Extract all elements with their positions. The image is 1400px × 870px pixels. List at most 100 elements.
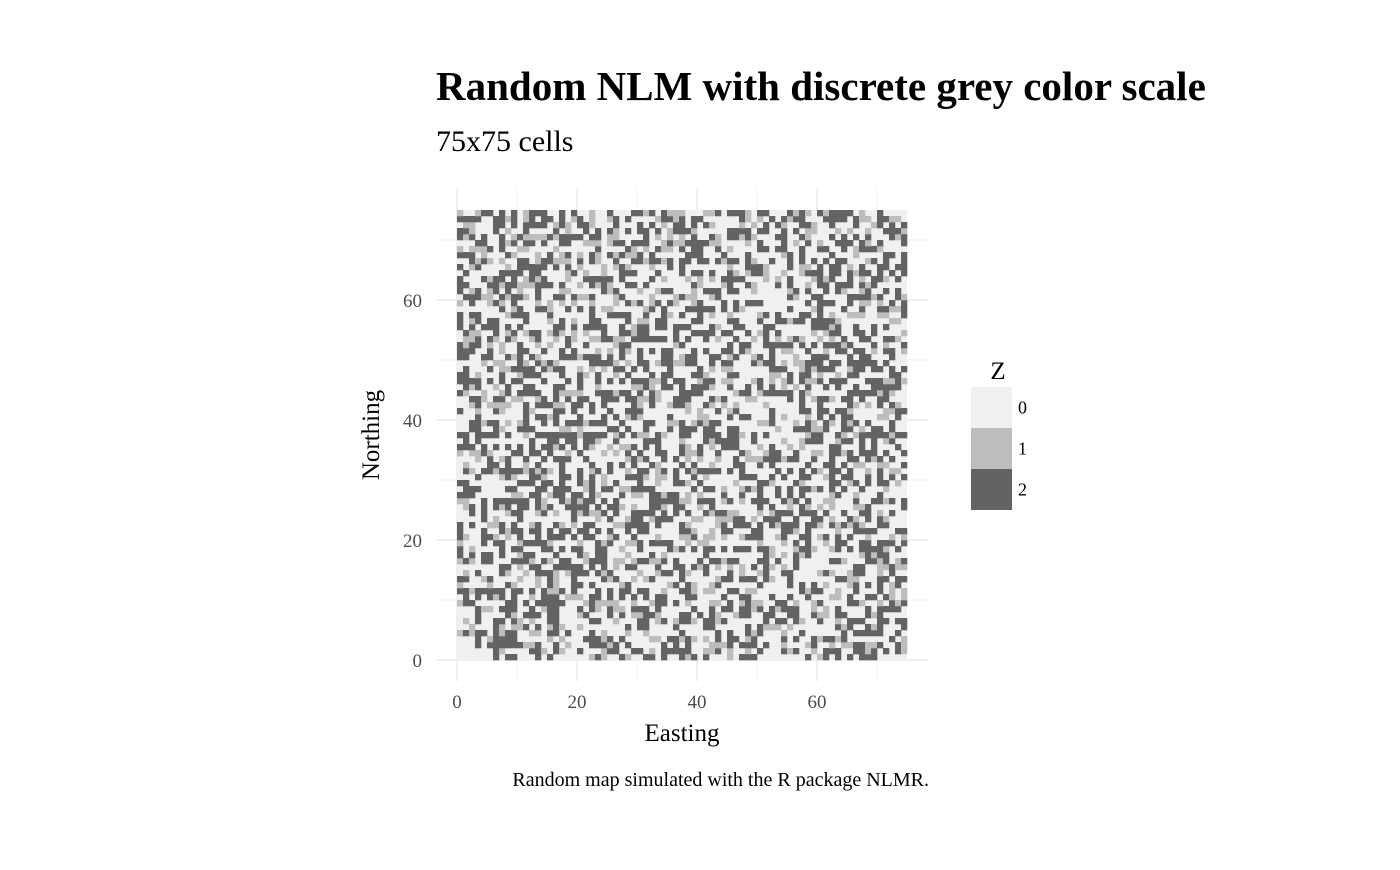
raster-cell xyxy=(613,264,620,271)
raster-cell xyxy=(799,390,806,397)
raster-cell xyxy=(697,498,704,505)
raster-cell xyxy=(877,522,884,529)
raster-cell xyxy=(541,486,548,493)
raster-cell xyxy=(901,594,908,601)
x-tick-label: 60 xyxy=(808,692,827,713)
raster-cell xyxy=(535,600,542,607)
raster-cell xyxy=(571,498,578,505)
raster-cell xyxy=(859,390,866,397)
raster-cell xyxy=(565,474,572,481)
raster-cell xyxy=(625,456,632,463)
raster-cell xyxy=(865,630,872,637)
raster-cell xyxy=(763,264,770,271)
raster-cell xyxy=(643,654,650,661)
raster-cell xyxy=(607,540,614,547)
raster-cell xyxy=(775,342,782,349)
raster-cell xyxy=(865,474,872,481)
raster-cell xyxy=(793,360,800,367)
raster-cell xyxy=(463,366,470,373)
raster-cell xyxy=(799,372,806,379)
raster-cell xyxy=(661,360,668,367)
raster-cell xyxy=(679,384,686,391)
raster-cell xyxy=(835,288,842,295)
raster-cell xyxy=(565,432,572,439)
raster-cell xyxy=(889,300,896,307)
raster-cell xyxy=(631,210,638,217)
raster-cell xyxy=(721,606,728,613)
raster-cell xyxy=(871,612,878,619)
raster-cell xyxy=(535,390,542,397)
raster-cell xyxy=(517,528,524,535)
raster-cell xyxy=(769,456,776,463)
raster-cell xyxy=(679,234,686,241)
raster-cell xyxy=(679,528,686,535)
raster-cell xyxy=(901,294,908,301)
raster-cell xyxy=(571,294,578,301)
raster-cell xyxy=(565,528,572,535)
raster-cell xyxy=(751,456,758,463)
raster-cell xyxy=(895,528,902,535)
raster-cell xyxy=(535,648,542,655)
raster-cell xyxy=(781,522,788,529)
raster-cell xyxy=(793,522,800,529)
raster-cell xyxy=(871,342,878,349)
raster-cell xyxy=(589,594,596,601)
raster-cell xyxy=(649,264,656,271)
raster-cell xyxy=(769,606,776,613)
raster-cell xyxy=(607,252,614,259)
raster-cell xyxy=(685,240,692,247)
raster-cell xyxy=(661,552,668,559)
raster-cell xyxy=(553,618,560,625)
raster-cell xyxy=(571,270,578,277)
raster-cell xyxy=(643,522,650,529)
raster-cell xyxy=(571,516,578,523)
raster-cell xyxy=(547,252,554,259)
raster-cell xyxy=(577,402,584,409)
raster-cell xyxy=(559,528,566,535)
raster-cell xyxy=(511,210,518,217)
raster-cell xyxy=(841,342,848,349)
raster-cell xyxy=(487,402,494,409)
raster-cell xyxy=(781,600,788,607)
raster-cell xyxy=(751,636,758,643)
raster-cell xyxy=(859,630,866,637)
raster-cell xyxy=(775,312,782,319)
raster-cell xyxy=(847,240,854,247)
raster-cell xyxy=(649,372,656,379)
raster-cell xyxy=(775,624,782,631)
raster-cell xyxy=(463,462,470,469)
raster-cell xyxy=(883,336,890,343)
raster-cell xyxy=(625,486,632,493)
raster-cell xyxy=(733,402,740,409)
raster-cell xyxy=(457,276,464,283)
raster-cell xyxy=(829,396,836,403)
raster-cell xyxy=(703,240,710,247)
raster-cell xyxy=(859,618,866,625)
raster-cell xyxy=(583,570,590,577)
raster-cell xyxy=(685,396,692,403)
raster-cell xyxy=(523,348,530,355)
raster-cell xyxy=(847,582,854,589)
raster-cell xyxy=(841,258,848,265)
raster-cell xyxy=(805,654,812,661)
raster-cell xyxy=(529,210,536,217)
raster-cell xyxy=(661,372,668,379)
raster-cell xyxy=(619,324,626,331)
raster-cell xyxy=(565,570,572,577)
raster-cell xyxy=(817,240,824,247)
raster-cell xyxy=(811,318,818,325)
raster-cell xyxy=(727,564,734,571)
raster-cell xyxy=(901,504,908,511)
raster-cell xyxy=(679,420,686,427)
raster-cell xyxy=(787,624,794,631)
raster-cell xyxy=(601,396,608,403)
raster-cell xyxy=(583,456,590,463)
raster-cell xyxy=(829,216,836,223)
raster-cell xyxy=(697,516,704,523)
raster-cell xyxy=(529,234,536,241)
raster-cell xyxy=(721,360,728,367)
raster-cell xyxy=(553,228,560,235)
raster-cell xyxy=(541,570,548,577)
raster-cell xyxy=(511,510,518,517)
raster-cell xyxy=(847,300,854,307)
